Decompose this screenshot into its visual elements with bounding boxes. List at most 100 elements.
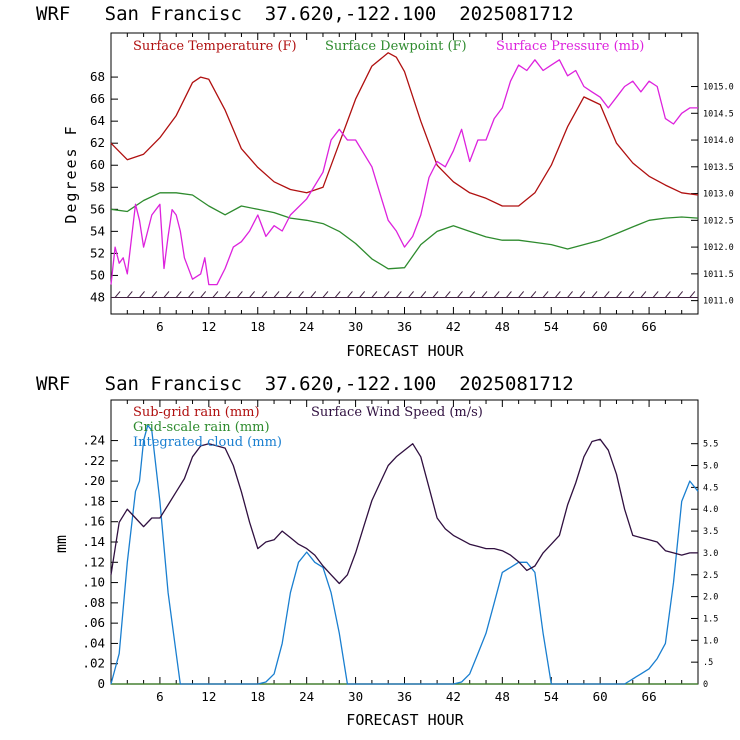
- x-tick-label: 54: [544, 689, 559, 704]
- wind-barb: [640, 291, 647, 298]
- y-tick-label: 62: [90, 135, 105, 150]
- y2-tick-label: 3.0: [703, 549, 718, 559]
- y-tick-label: 48: [90, 289, 105, 304]
- x-tick-label: 48: [495, 689, 510, 704]
- panel2-ylabel: mm: [52, 535, 70, 553]
- x-tick-label: 60: [593, 319, 608, 334]
- wind-barb: [261, 291, 268, 298]
- wind-barb: [420, 291, 427, 298]
- legend-pressure: Surface Pressure (mb): [496, 39, 644, 54]
- y-tick-label: 52: [90, 245, 105, 260]
- series-line-temperature: [110, 52, 699, 207]
- wind-barb: [163, 291, 170, 298]
- panel1-xlabel: FORECAST HOUR: [346, 342, 464, 360]
- panel2-series: [110, 424, 699, 685]
- wind-barb: [347, 291, 353, 298]
- panel1-title: WRF San Francisc 37.620,-122.100 2025081…: [36, 3, 574, 25]
- legend-integrated-cloud: Integrated cloud (mm): [133, 435, 282, 450]
- x-tick-label: 36: [397, 689, 412, 704]
- legend-temperature: Surface Temperature (F): [133, 39, 297, 54]
- x-tick-label: 12: [201, 689, 216, 704]
- x-tick-label: 6: [156, 689, 164, 704]
- y2-tick-label: 1.0: [703, 636, 718, 646]
- y2-tick-label: 2.0: [703, 593, 718, 603]
- panel1-series: [110, 52, 699, 286]
- x-tick-label: 30: [348, 319, 363, 334]
- y2-tick-label: 5.0: [703, 462, 718, 472]
- wind-barb: [200, 291, 207, 298]
- wind-barb: [322, 291, 329, 298]
- wind-barb: [628, 291, 635, 298]
- y-tick-label: .06: [82, 615, 105, 630]
- x-tick-label: 6: [156, 319, 164, 334]
- wind-barb: [273, 291, 280, 298]
- panel2-x-ticks: 6 12 18 24 30 36 42 48 54 60 66: [126, 400, 683, 704]
- panel2-xlabel: FORECAST HOUR: [346, 711, 464, 729]
- y-tick-label: .22: [82, 453, 105, 468]
- wind-barb: [469, 291, 476, 298]
- panel1-x-ticks: 6 12 18 24 30 36 42 48 54 60 66: [126, 33, 683, 334]
- wind-barb: [603, 291, 610, 298]
- wind-barb: [212, 291, 219, 298]
- y2-tick-label: 4.0: [703, 505, 718, 515]
- wind-barb: [371, 291, 378, 298]
- wind-barb: [175, 291, 182, 298]
- wind-barb: [114, 291, 121, 298]
- y2-tick-label: 1012.5: [703, 216, 734, 226]
- y-tick-label: .12: [82, 554, 105, 569]
- y2-tick-label: 5.5: [703, 440, 718, 450]
- wind-barb: [249, 291, 255, 298]
- x-tick-label: 66: [642, 689, 657, 704]
- wind-barb: [665, 291, 671, 298]
- y-tick-label: .20: [82, 473, 105, 488]
- wind-barb: [506, 291, 512, 298]
- wind-barb: [285, 291, 292, 298]
- series-line-wind: [110, 438, 698, 585]
- wind-barb: [383, 291, 390, 298]
- panel1-y-ticks: 48 50 52 54 56 58 60 62 64 66 68: [90, 69, 118, 304]
- panel1-right-ticks: 1011.0 1011.5 1012.0 1012.5 1013.0 1013.5 1014…: [691, 83, 734, 307]
- wind-barb: [188, 291, 194, 298]
- y-tick-label: .24: [82, 433, 105, 448]
- wind-barb: [139, 291, 145, 298]
- y-tick-label: 66: [90, 91, 105, 106]
- wind-barb: [481, 291, 488, 298]
- y2-tick-label: 1014.0: [703, 136, 734, 146]
- x-tick-label: 48: [495, 319, 510, 334]
- x-tick-label: 24: [299, 319, 314, 334]
- y-tick-label: .10: [82, 575, 105, 590]
- wind-barb: [298, 291, 304, 298]
- y-tick-label: 56: [90, 201, 105, 216]
- wind-barb: [567, 291, 573, 298]
- wind-barb: [310, 291, 317, 298]
- y-tick-label: .18: [82, 493, 105, 508]
- y2-tick-label: 2.5: [703, 571, 718, 581]
- wind-barb: [408, 291, 414, 298]
- wind-barb: [493, 291, 500, 298]
- wind-barb: [126, 291, 133, 298]
- y-tick-label: .02: [82, 656, 105, 671]
- y2-tick-label: 1013.0: [703, 190, 734, 200]
- temperature-panel: WRF San Francisc 37.620,-122.100 2025081…: [36, 3, 734, 360]
- y2-tick-label: 1012.0: [703, 243, 734, 253]
- x-tick-label: 24: [299, 689, 314, 704]
- x-tick-label: 42: [446, 689, 461, 704]
- y2-tick-label: 4.5: [703, 483, 718, 493]
- x-tick-label: 30: [348, 689, 363, 704]
- x-tick-label: 54: [544, 319, 559, 334]
- wind-barb: [334, 291, 341, 298]
- y-tick-label: 68: [90, 69, 105, 84]
- y-tick-label: 54: [90, 223, 105, 238]
- wind-barbs: [111, 291, 698, 298]
- wind-barb: [444, 291, 451, 298]
- wind-barb: [457, 291, 463, 298]
- series-line-cloud: [110, 424, 699, 685]
- wind-barb: [518, 291, 525, 298]
- x-tick-label: 12: [201, 319, 216, 334]
- wind-barb: [652, 291, 659, 298]
- panel2-y-ticks: 0 .02 .04 .06 .08 .10 .12 .14 .16 .18 .20 .22 .24: [82, 433, 118, 691]
- wind-barb: [151, 291, 158, 298]
- wind-barb: [689, 291, 696, 298]
- wind-barb: [554, 291, 561, 298]
- x-tick-label: 42: [446, 319, 461, 334]
